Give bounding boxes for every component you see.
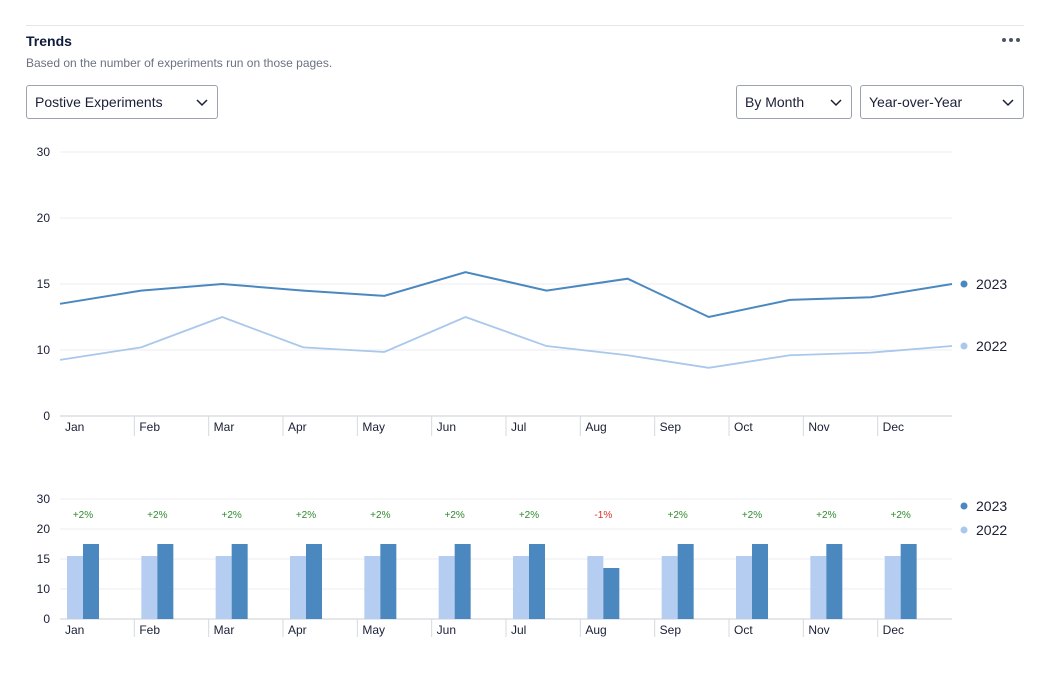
- bar-2022: [587, 556, 604, 619]
- line-legend-label-2022: 2022: [976, 338, 1007, 354]
- line-y-tick-label: 30: [37, 145, 51, 159]
- comparison-select-value: Year-over-Year: [869, 94, 963, 110]
- bar-y-tick-label: 0: [43, 612, 50, 626]
- line-x-tick-label: Dec: [883, 420, 904, 434]
- bar-legend-label-2022: 2022: [976, 522, 1007, 538]
- bar-2023: [752, 544, 768, 619]
- bar-legend-dot-2022: [960, 526, 968, 534]
- line-x-tick-label: Aug: [585, 420, 606, 434]
- bar-y-tick-label: 15: [37, 552, 51, 566]
- bar-2023: [83, 544, 99, 619]
- line-legend-dot-2023: [960, 280, 968, 288]
- bar-change-label: +2%: [147, 510, 167, 521]
- line-y-tick-label: 0: [43, 409, 50, 423]
- line-legend-dot-2022: [960, 342, 968, 350]
- line-legend-label-2023: 2023: [976, 276, 1007, 292]
- bar-2022: [438, 556, 455, 619]
- bar-2022: [67, 556, 83, 619]
- bar-x-tick-label: Aug: [585, 623, 606, 637]
- bar-y-tick-label: 30: [37, 492, 51, 506]
- line-x-tick-label: Apr: [288, 420, 307, 434]
- line-y-tick-label: 10: [37, 343, 51, 357]
- bar-change-label: +2%: [519, 510, 539, 521]
- bar-x-tick-label: Mar: [214, 623, 235, 637]
- bar-x-tick-label: Jul: [511, 623, 526, 637]
- line-x-tick-label: Jun: [437, 420, 456, 434]
- metric-select[interactable]: Postive Experiments: [26, 85, 218, 119]
- bar-2022: [736, 556, 752, 619]
- bar-change-label: +2%: [296, 510, 316, 521]
- bar-y-tick-label: 20: [37, 522, 51, 536]
- section-subtitle: Based on the number of experiments run o…: [26, 56, 333, 70]
- bar-y-tick-label: 10: [37, 582, 51, 596]
- bar-2022: [215, 556, 232, 619]
- bar-2023: [380, 544, 397, 619]
- bar-x-tick-label: Nov: [808, 623, 829, 637]
- chevron-down-icon: [196, 99, 208, 107]
- bar-2022: [810, 556, 827, 619]
- bar-2022: [364, 556, 381, 619]
- bar-change-label: +2%: [891, 510, 911, 521]
- bar-x-tick-label: Oct: [734, 623, 753, 637]
- section-title: Trends: [26, 33, 72, 49]
- comparison-select[interactable]: Year-over-Year: [860, 85, 1024, 119]
- bar-2023: [826, 544, 843, 619]
- bar-x-tick-label: May: [362, 623, 385, 637]
- bar-legend-dot-2023: [960, 502, 968, 510]
- line-x-tick-label: May: [362, 420, 385, 434]
- line-y-tick-label: 20: [37, 211, 51, 225]
- line-x-tick-label: Mar: [214, 420, 235, 434]
- line-x-tick-label: Oct: [734, 420, 753, 434]
- line-x-tick-label: Jan: [65, 420, 84, 434]
- more-options-button[interactable]: [1000, 30, 1022, 50]
- bar-2022: [884, 556, 901, 619]
- bar-2023: [231, 544, 248, 619]
- line-x-tick-label: Sep: [660, 420, 682, 434]
- bar-change-label: +2%: [370, 510, 390, 521]
- bar-2023: [454, 544, 471, 619]
- bar-x-tick-label: Sep: [660, 623, 682, 637]
- bar-2023: [603, 568, 620, 619]
- bar-change-label: +2%: [222, 510, 242, 521]
- bar-2023: [900, 544, 917, 619]
- bar-x-tick-label: Jan: [65, 623, 84, 637]
- bar-legend-label-2023: 2023: [976, 498, 1007, 514]
- chevron-down-icon: [1002, 99, 1014, 107]
- bar-x-tick-label: Jun: [437, 623, 456, 637]
- bar-2022: [290, 556, 306, 619]
- bar-x-tick-label: Feb: [139, 623, 160, 637]
- bar-2023: [157, 544, 174, 619]
- period-select-value: By Month: [745, 94, 805, 110]
- bar-2022: [661, 556, 678, 619]
- bar-change-label: +2%: [73, 510, 93, 521]
- line-x-tick-label: Nov: [808, 420, 829, 434]
- bar-x-tick-label: Dec: [883, 623, 904, 637]
- line-series-2023: [59, 271, 953, 319]
- bar-change-label: +2%: [668, 510, 688, 521]
- chevron-down-icon: [830, 99, 842, 107]
- line-x-tick-label: Feb: [139, 420, 160, 434]
- line-x-tick-label: Jul: [511, 420, 526, 434]
- bar-2022: [513, 556, 529, 619]
- bar-change-label: +2%: [816, 510, 836, 521]
- bar-change-label: -1%: [594, 510, 612, 521]
- bar-2023: [306, 544, 322, 619]
- bar-change-label: +2%: [445, 510, 465, 521]
- line-y-tick-label: 15: [37, 277, 51, 291]
- bar-2023: [677, 544, 694, 619]
- metric-select-value: Postive Experiments: [35, 94, 163, 110]
- period-select[interactable]: By Month: [736, 85, 852, 119]
- top-divider: [26, 25, 1024, 26]
- bar-2022: [141, 556, 158, 619]
- line-series-2022: [59, 316, 953, 369]
- bar-2023: [529, 544, 545, 619]
- bar-change-label: +2%: [742, 510, 762, 521]
- more-horizontal-icon: [1002, 38, 1020, 42]
- bar-x-tick-label: Apr: [288, 623, 307, 637]
